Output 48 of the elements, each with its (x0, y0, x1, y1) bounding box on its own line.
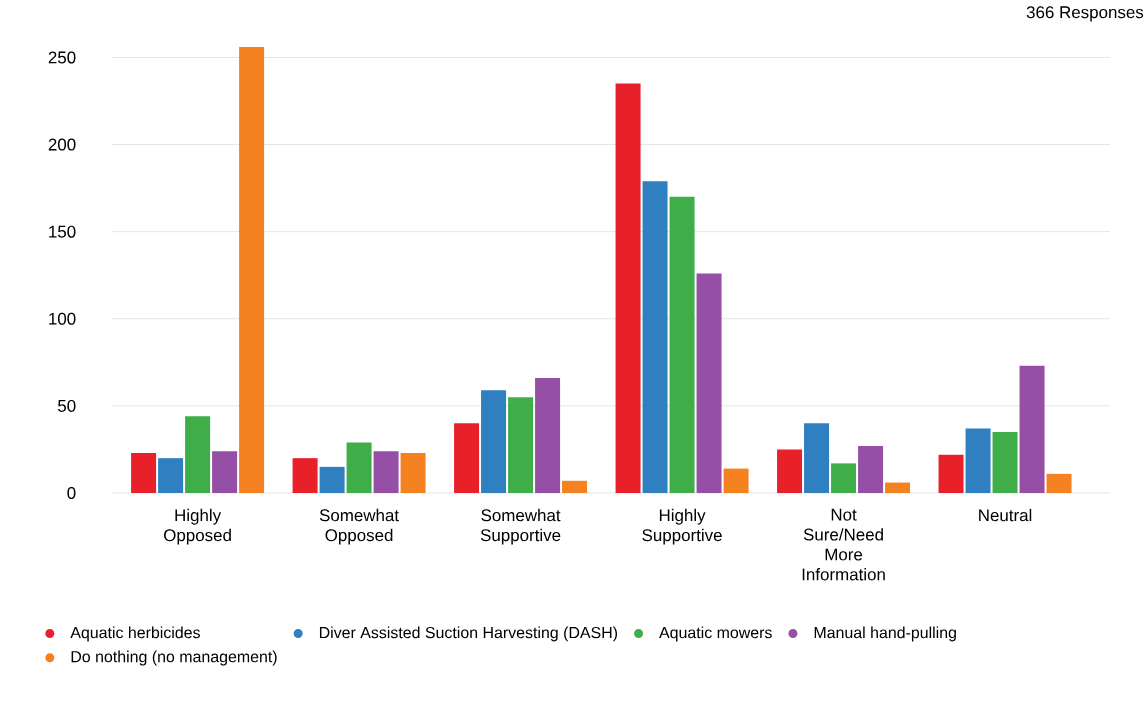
bar (292, 458, 318, 493)
bar (481, 390, 507, 493)
bar (373, 451, 399, 493)
legend-label: Diver Assisted Suction Harvesting (DASH) (319, 626, 618, 642)
legend-label: Manual hand-pulling (814, 626, 956, 642)
bar (1046, 473, 1072, 493)
bar (346, 442, 372, 493)
bar (669, 196, 695, 493)
bar (535, 378, 561, 493)
y-tick-label: 0 (67, 487, 76, 499)
bar (400, 452, 426, 493)
bar (777, 449, 803, 493)
bar (965, 428, 991, 493)
y-tick-label: 250 (48, 51, 76, 64)
x-tick-label: Somewhat Supportive (480, 508, 561, 545)
bar (508, 397, 534, 493)
bar (562, 480, 588, 493)
bar (992, 432, 1018, 493)
bar (185, 416, 211, 493)
bar (239, 46, 265, 493)
bar (615, 83, 641, 493)
y-tick-label: 150 (49, 225, 76, 238)
bar (938, 454, 964, 493)
x-tick-label: Not Sure/Need More Information (802, 508, 885, 581)
legend-label: Do nothing (no management) (71, 650, 277, 666)
text: 366 Responses (1026, 6, 1144, 22)
y-tick-label: 200 (48, 138, 76, 151)
bar (885, 482, 911, 493)
bar (858, 445, 884, 493)
y-tick-label: 100 (49, 312, 76, 325)
x-tick-label: Neutral (979, 508, 1032, 522)
x-tick-label: Highly Opposed (164, 508, 231, 545)
bar (723, 468, 749, 493)
bar (804, 423, 830, 493)
bar (319, 466, 345, 493)
bar (158, 458, 184, 493)
x-tick-label: Somewhat Opposed (319, 508, 399, 545)
bar (131, 452, 157, 493)
bar (454, 423, 480, 493)
bar (696, 273, 722, 493)
legend-label: Aquatic herbicides (70, 626, 200, 642)
bar (642, 181, 668, 493)
bar (1019, 365, 1045, 493)
legend-label: Aquatic mowers (659, 626, 772, 642)
bar (831, 463, 857, 493)
x-tick-label: Highly Supportive (642, 508, 722, 545)
y-tick-label: 50 (57, 399, 76, 412)
bar (212, 451, 238, 493)
